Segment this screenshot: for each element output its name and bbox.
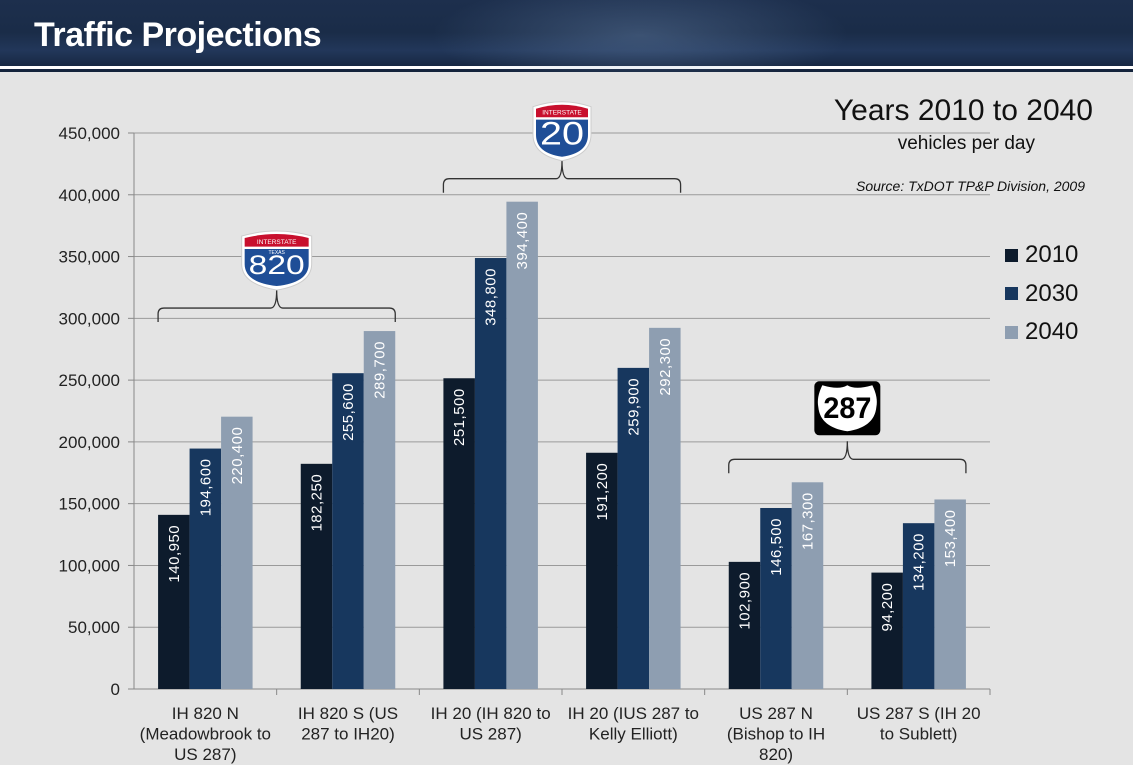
y-tick-label: 50,000 [68, 618, 120, 637]
chart-title: Years 2010 to 2040 [833, 94, 1093, 127]
data-label: 153,400 [942, 509, 959, 567]
legend-item-2030: 2030 [1005, 275, 1078, 314]
shield-face [817, 385, 877, 432]
x-category-line: to Sublett) [880, 725, 958, 744]
legend-label: 2030 [1025, 279, 1079, 307]
data-label: 255,600 [340, 383, 357, 441]
y-tick-label: 150,000 [59, 495, 120, 514]
bar [300, 463, 333, 689]
bar [363, 331, 396, 689]
data-label: 251,500 [451, 388, 468, 446]
legend-label: 2010 [1025, 241, 1079, 269]
x-category-label: IH 820 S (US 287 to IH20) [298, 704, 398, 744]
data-label: 102,900 [737, 572, 754, 630]
x-category-line: IH 820 S (US [298, 704, 398, 723]
legend: 2010 2030 2040 [1005, 236, 1078, 352]
data-label: 167,300 [800, 492, 817, 550]
x-category-line: 287 to IH20) [301, 725, 395, 744]
y-tick-label: 200,000 [59, 433, 120, 452]
bar [586, 452, 618, 689]
data-label: 194,600 [197, 459, 214, 517]
x-category-line: US 287 N [739, 704, 813, 723]
legend-label: 2040 [1025, 318, 1079, 346]
legend-swatch [1005, 287, 1018, 301]
bar [221, 416, 253, 689]
shield-band [244, 234, 309, 247]
x-category-line: 820) [759, 745, 793, 764]
x-category-line: (Meadowbrook to [140, 725, 271, 744]
shield-body [244, 248, 309, 287]
shield-number: 287 [823, 392, 871, 425]
data-label: 394,400 [514, 212, 531, 270]
y-tick-label: 0 [111, 680, 120, 699]
y-tick-label: 350,000 [59, 248, 120, 267]
bar [902, 523, 935, 689]
bar [474, 258, 507, 689]
bar [332, 373, 364, 689]
legend-swatch [1005, 248, 1018, 262]
x-category-line: IH 20 (IH 820 to [431, 704, 551, 723]
bar [728, 561, 761, 689]
bar [617, 367, 650, 689]
data-label: 191,200 [594, 463, 611, 521]
data-label: 259,900 [625, 378, 642, 436]
x-category-label: US 287 N (Bishop to IH 820) [727, 704, 825, 764]
x-category-line: IH 820 N [172, 704, 239, 723]
y-tick-label: 300,000 [59, 309, 120, 328]
x-category-label: IH 20 (IUS 287 to Kelly Elliott) [568, 704, 699, 744]
x-category-label: US 287 S (IH 20 to Sublett) [857, 704, 981, 744]
bar [791, 482, 824, 689]
bar [443, 378, 475, 689]
x-category-line: IH 20 (IUS 287 to [568, 704, 699, 723]
group-brace [728, 441, 967, 474]
x-category-line: US 287) [174, 745, 236, 764]
data-label: 146,500 [768, 518, 785, 576]
x-category-label: IH 20 (IH 820 to US 287) [431, 704, 551, 744]
y-tick-label: 100,000 [59, 556, 120, 575]
x-category-line: (Bishop to IH [727, 725, 825, 744]
legend-item-2040: 2040 [1005, 313, 1078, 352]
shield-band [536, 104, 588, 118]
shield-number: 820 [249, 250, 305, 280]
shield-body [536, 119, 588, 157]
shield-top-text: INTERSTATE [542, 110, 582, 117]
header-banner: Traffic Projections [0, 0, 1133, 72]
data-label: 134,200 [911, 533, 928, 591]
bar [189, 448, 222, 689]
y-tick-label: 400,000 [59, 186, 120, 205]
data-label: 94,200 [879, 583, 896, 632]
data-label: 220,400 [229, 427, 246, 485]
bar [871, 572, 903, 689]
chart-subtitle: vehicles per day [897, 133, 1035, 154]
group-brace [157, 290, 396, 323]
x-category-label: IH 820 N (Meadowbrook to US 287) [140, 704, 271, 764]
x-category-line: Kelly Elliott) [589, 725, 678, 744]
bar [760, 507, 792, 689]
x-category-line: US 287 S (IH 20 [857, 704, 981, 723]
shield-number: 20 [540, 115, 584, 151]
group-brace [442, 160, 682, 193]
page-title: Traffic Projections [34, 16, 322, 54]
bar [934, 499, 966, 689]
bar [158, 514, 190, 689]
data-label: 140,950 [166, 525, 183, 583]
data-label: 182,250 [309, 474, 326, 532]
shield-state-text: TEXAS [268, 250, 285, 256]
legend-item-2010: 2010 [1005, 236, 1078, 275]
legend-swatch [1005, 325, 1018, 339]
y-tick-label: 250,000 [59, 371, 120, 390]
y-tick-label: 450,000 [59, 124, 120, 143]
data-label: 348,800 [483, 268, 500, 326]
bar [506, 201, 538, 689]
x-category-line: US 287) [459, 725, 521, 744]
data-label: 289,700 [372, 341, 389, 399]
data-label: 292,300 [657, 338, 674, 396]
us-route-shield-icon: 287 [814, 381, 881, 436]
shield-top-text: INTERSTATE [257, 239, 297, 246]
chart-source: Source: TxDOT TP&P Division, 2009 [855, 178, 1085, 194]
bar [649, 327, 681, 689]
